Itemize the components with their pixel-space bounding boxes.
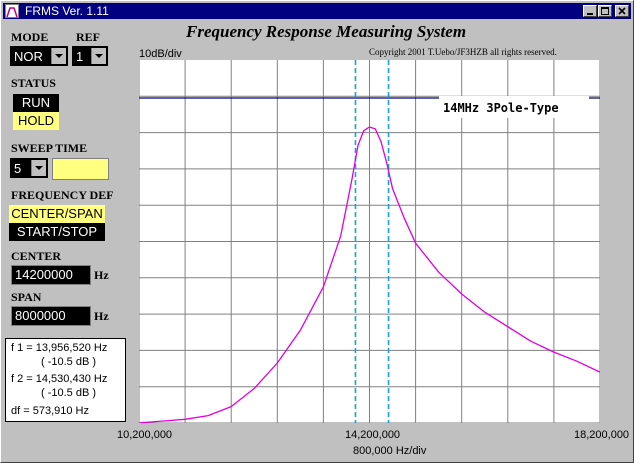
- f2-db-readout: ( -10.5 dB ): [41, 387, 97, 399]
- title-bar[interactable]: FRMS Ver. 1.11: [3, 3, 631, 19]
- x-tick-label: 14,200,000: [345, 429, 401, 441]
- center-frequency-input[interactable]: 14200000: [11, 265, 91, 285]
- span-label: SPAN: [11, 290, 42, 304]
- mode-select[interactable]: NOR: [10, 46, 68, 66]
- sweep-time-select[interactable]: 5: [10, 158, 48, 178]
- run-button[interactable]: RUN: [13, 94, 59, 112]
- x-axis-label: 800,000 Hz/div: [353, 445, 427, 457]
- annotation-text: 14MHz 3Pole-Type: [443, 101, 559, 115]
- app-heading: Frequency Response Measuring System: [186, 22, 467, 41]
- sweep-time-label: SWEEP TIME: [11, 141, 88, 155]
- ref-value: 1: [76, 49, 84, 64]
- span-unit: Hz: [94, 309, 109, 323]
- plot-svg: 14MHz 3Pole-Type: [138, 60, 601, 424]
- annotation-box: [439, 96, 589, 118]
- y-scale-label: 10dB/div: [139, 48, 182, 60]
- minimize-button[interactable]: [583, 5, 597, 17]
- copyright-text: Copyright 2001 T.Uebo/JF3HZB all rights …: [369, 47, 557, 57]
- center-unit: Hz: [94, 268, 109, 282]
- f2-readout: f 2 = 14,530,430 Hz: [11, 373, 108, 385]
- ref-label: REF: [76, 30, 100, 44]
- chevron-down-icon[interactable]: [91, 48, 106, 64]
- measurement-panel: f 1 = 13,956,520 Hz ( -10.5 dB ) f 2 = 1…: [5, 338, 126, 422]
- close-button[interactable]: [615, 5, 629, 17]
- response-trace: [138, 126, 601, 424]
- hold-button[interactable]: HOLD: [13, 112, 59, 130]
- start-stop-button[interactable]: START/STOP: [9, 223, 105, 241]
- mode-label: MODE: [11, 30, 49, 44]
- df-readout: df = 573,910 Hz: [11, 405, 89, 417]
- x-tick-label: 18,200,000: [574, 429, 630, 441]
- frequency-response-plot: 14MHz 3Pole-Type: [138, 60, 601, 424]
- app-icon: [5, 4, 19, 18]
- sweep-indicator: [52, 158, 109, 180]
- center-label: CENTER: [11, 249, 62, 263]
- span-frequency-input[interactable]: 8000000: [11, 306, 91, 326]
- chevron-down-icon[interactable]: [31, 160, 46, 176]
- ref-select[interactable]: 1: [72, 46, 108, 66]
- chevron-down-icon[interactable]: [51, 48, 66, 64]
- x-tick-label: 10,200,000: [117, 429, 173, 441]
- center-span-button[interactable]: CENTER/SPAN: [9, 205, 105, 223]
- f1-db-readout: ( -10.5 dB ): [41, 356, 97, 368]
- status-label: STATUS: [11, 76, 56, 90]
- mode-value: NOR: [14, 49, 43, 64]
- f1-readout: f 1 = 13,956,520 Hz: [11, 342, 108, 354]
- frequency-def-label: FREQUENCY DEF: [11, 188, 114, 202]
- sweep-time-value: 5: [14, 161, 22, 176]
- window-title: FRMS Ver. 1.11: [25, 4, 109, 18]
- maximize-button[interactable]: [598, 5, 612, 17]
